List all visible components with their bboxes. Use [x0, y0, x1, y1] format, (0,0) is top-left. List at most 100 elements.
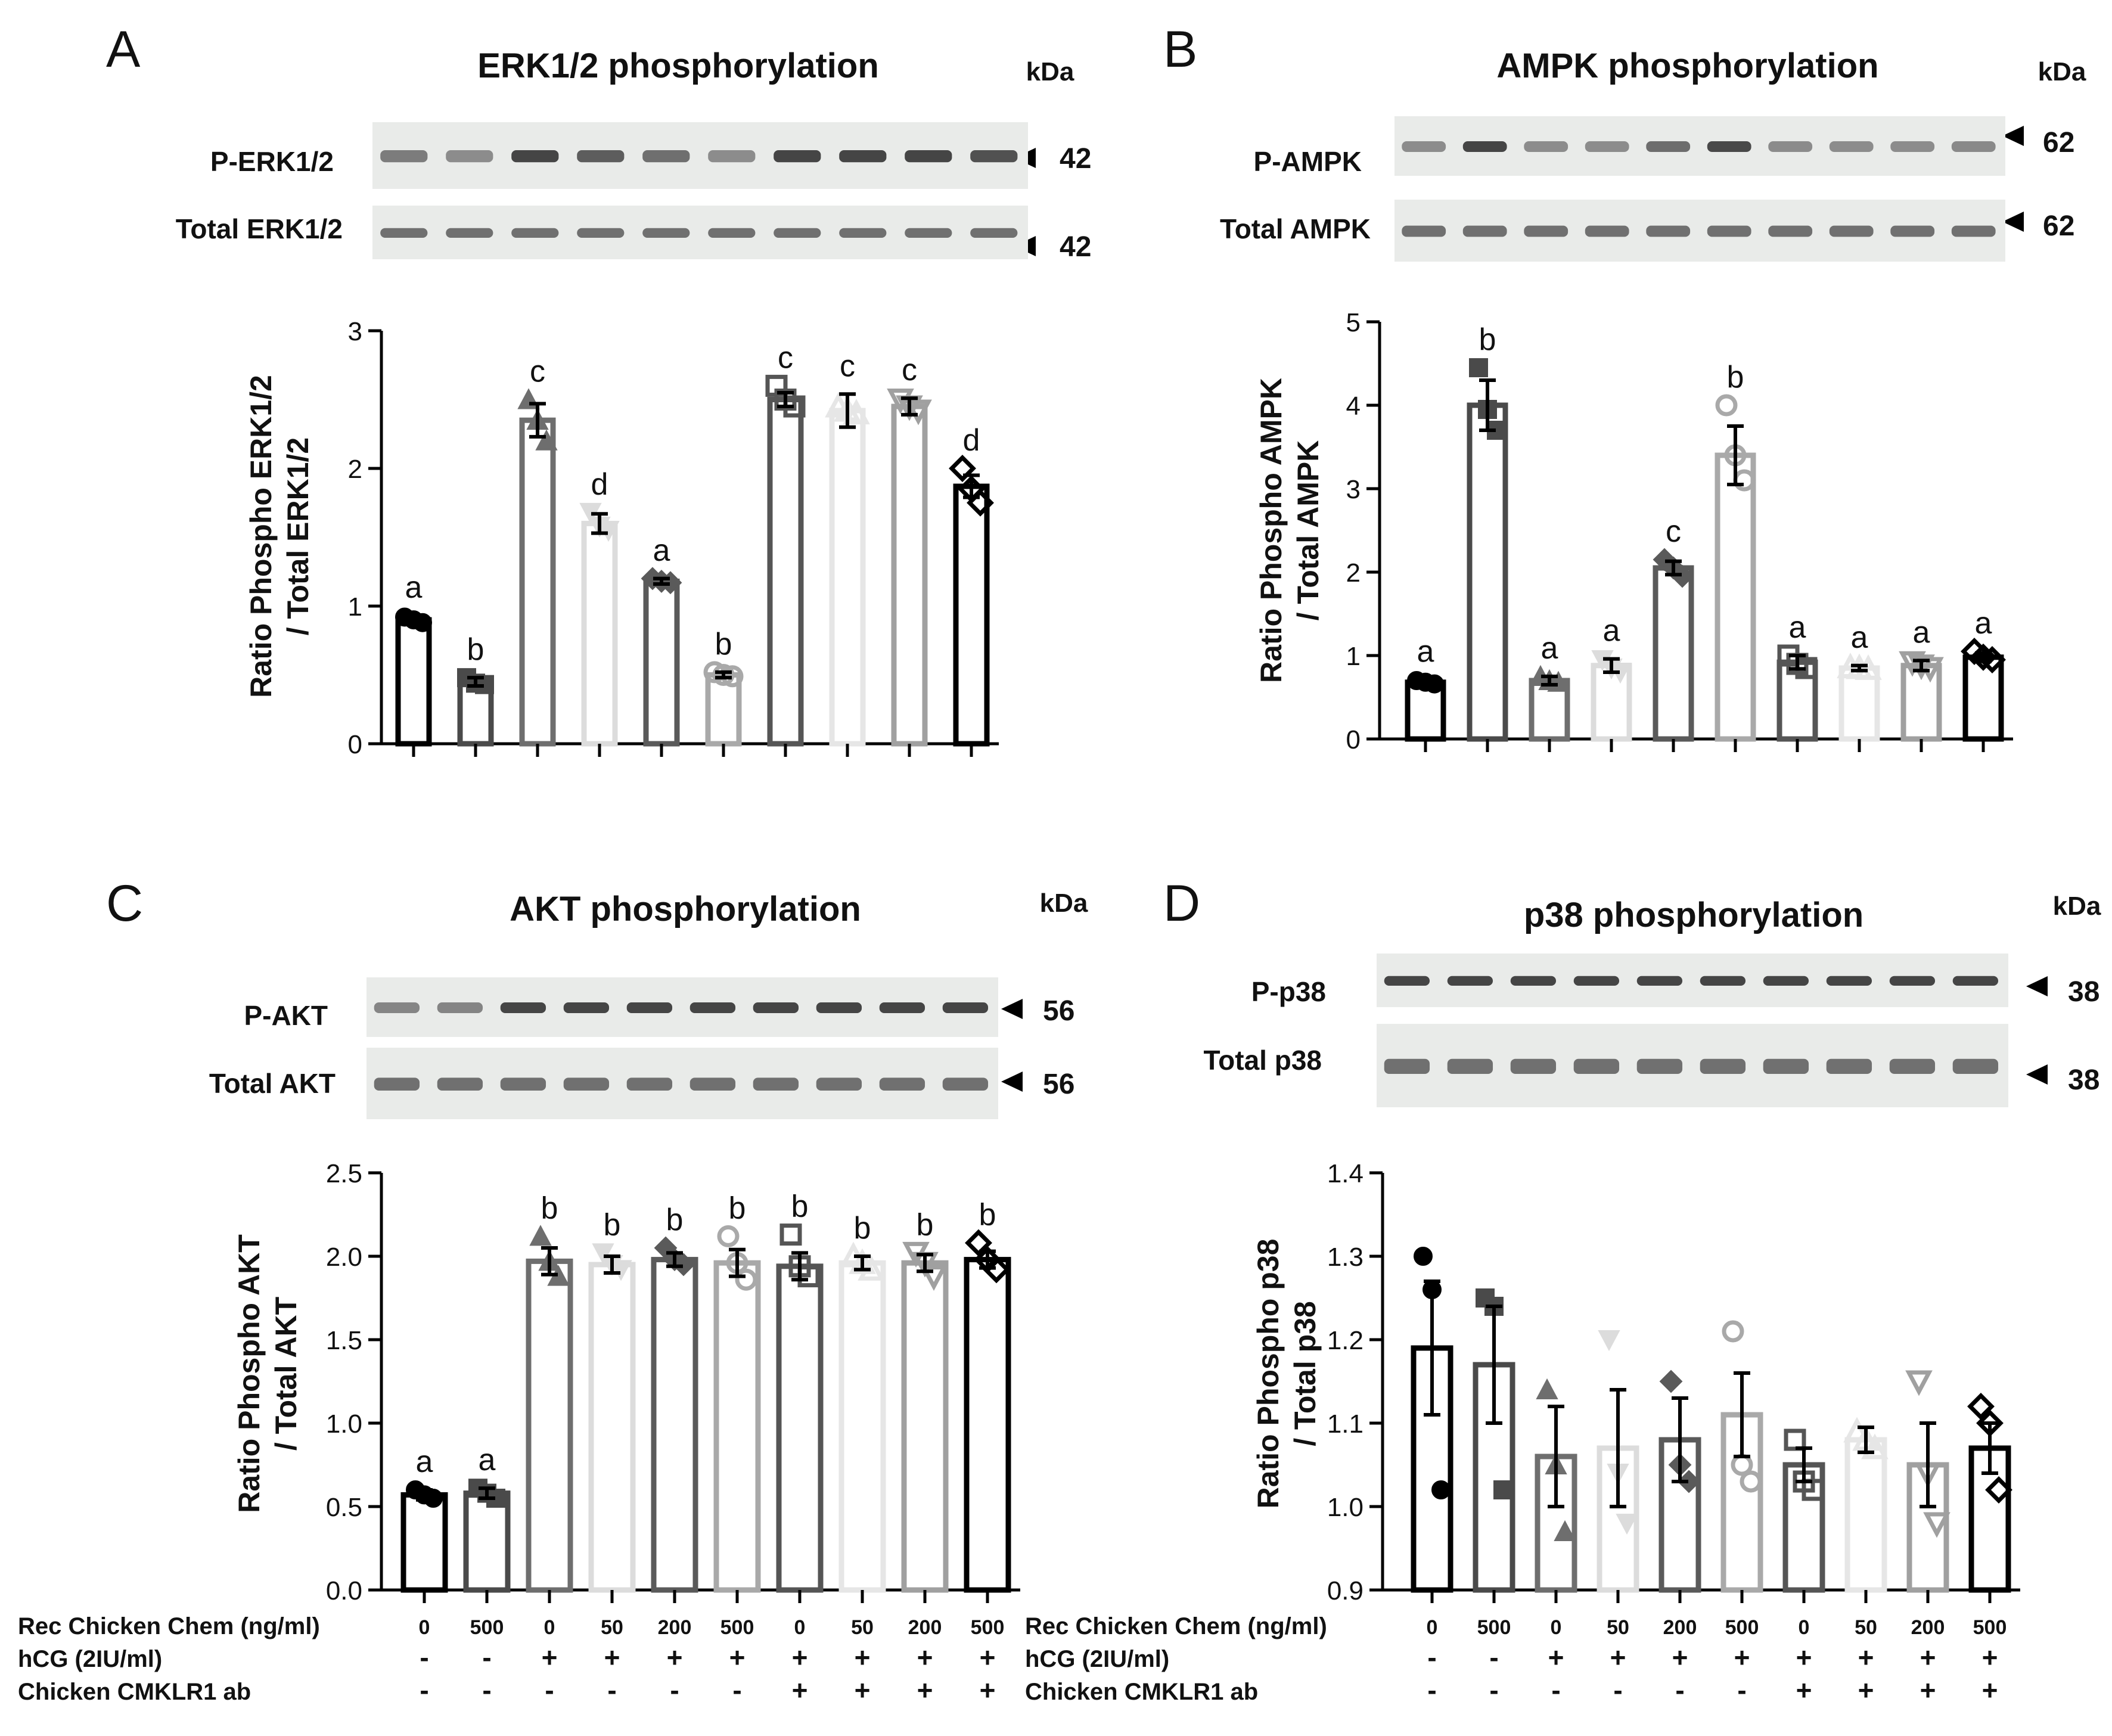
panel-a-blot-label-phospho: P-ERK1/2: [210, 146, 334, 177]
panel-d-blot-phospho-band: [1889, 976, 1936, 986]
panel-d-condition-cell: +: [1982, 1642, 1998, 1673]
panel-b-arrow-phospho: [2002, 126, 2024, 146]
panel-d-arrow-total: [2026, 1064, 2048, 1085]
panel-c-significance-letter: b: [541, 1191, 558, 1225]
panel-c-condition-cell: -: [670, 1675, 679, 1706]
panel-b-y-label-line1: Ratio Phospho AMPK: [1254, 378, 1288, 683]
panel-c-condition-cell: +: [855, 1675, 871, 1706]
panel-a-kda-total: 42: [1060, 231, 1091, 263]
panel-c-condition-cell: -: [732, 1675, 741, 1706]
panel-d-kda-label: kDa: [2053, 892, 2101, 921]
panel-b-kda-phospho: 62: [2043, 127, 2074, 159]
panel-c-y-label-line1: Ratio Phospho AKT: [232, 1234, 266, 1513]
panel-a-blot-phospho-band: [774, 150, 821, 163]
panel-c-blot-phospho-band: [816, 1002, 862, 1013]
panel-b-bar: [1467, 402, 1508, 742]
panel-d-bar: [1968, 1445, 2011, 1593]
panel-c-bar: [838, 1260, 886, 1593]
panel-a-blot-phospho-band: [642, 150, 690, 163]
panel-d-condition-cell: 0: [1799, 1616, 1810, 1639]
panel-d-blot-total-band: [1700, 1058, 1746, 1074]
panel-b-y-tick-label: 0: [1346, 725, 1361, 754]
panel-a-blot-total-band: [380, 228, 428, 238]
panel-c-condition-cell: +: [917, 1642, 933, 1673]
panel-d-data-point: [1431, 1480, 1451, 1499]
panel-c-condition-cell: 0: [794, 1616, 806, 1639]
panel-c-y-tick-label: 1.0: [326, 1409, 362, 1439]
panel-c-blot-phospho-band: [563, 1002, 610, 1013]
panel-c-condition-cell: 50: [851, 1616, 874, 1639]
panel-b-blot-phospho-band: [1829, 141, 1874, 152]
panel-c-condition-cell: 0: [544, 1616, 555, 1639]
panel-d-blot-phospho-band: [1763, 976, 1809, 986]
panel-c-condition-row-label: hCG (2IU/ml): [18, 1646, 162, 1672]
panel-d-blot-label-total: Total p38: [1203, 1045, 1322, 1076]
panel-d-blot-phospho-band: [1447, 976, 1493, 986]
panel-c-arrow-phospho: [1001, 999, 1023, 1019]
panel-b-y-label-line2: / Total AMPK: [1291, 440, 1325, 621]
panel-d-data-point: [1598, 1330, 1620, 1352]
panel-c-bar: [901, 1260, 949, 1593]
panel-a-y-tick-label: 3: [348, 317, 362, 346]
panel-c-condition-cell: +: [792, 1642, 808, 1673]
panel-b-blot-phospho-band: [1707, 141, 1751, 152]
panel-c-blot-total-band: [689, 1077, 736, 1091]
panel-c-data-point: [965, 1229, 992, 1257]
panel-b-blot-label-total: Total AMPK: [1220, 213, 1371, 244]
panel-a-blot-total-band: [970, 228, 1018, 238]
panel-d-blot-total-band: [1447, 1058, 1493, 1074]
panel-a-title: ERK1/2 phosphorylation: [477, 46, 879, 85]
panel-c-kda-label: kDa: [1040, 889, 1088, 918]
panel-c-bar: [713, 1260, 761, 1593]
panel-a-significance-letter: a: [653, 533, 670, 568]
panel-b-blot-phospho-band: [1890, 141, 1935, 152]
panel-c-condition-cell: +: [604, 1642, 620, 1673]
panel-a-blot-total-band: [708, 228, 756, 238]
panel-c-data-point: [592, 1243, 614, 1265]
panel-a-kda-label: kDa: [1026, 57, 1074, 86]
panel-c-blot-total-band: [753, 1077, 799, 1091]
panel-letter-c: C: [106, 875, 143, 932]
panel-a-significance-letter: d: [591, 467, 608, 502]
panel-b-kda-label: kDa: [2038, 57, 2086, 86]
panel-d-data-point: [1616, 1514, 1638, 1535]
panel-c-kda-total: 56: [1043, 1069, 1074, 1100]
panel-b-bar: [1653, 565, 1694, 742]
panel-c-condition-cell: 500: [720, 1616, 754, 1639]
panel-a-blot-total-band: [577, 228, 625, 238]
panel-c-blot-phospho-band: [942, 1002, 989, 1013]
panel-c-bar: [526, 1258, 573, 1593]
panel-c-condition-cell: +: [667, 1642, 683, 1673]
panel-a-blot-total-band: [446, 228, 493, 238]
panel-c-y-tick-label: 2.0: [326, 1243, 362, 1272]
panel-c-significance-letter: b: [854, 1211, 871, 1246]
panel-a-significance-letter: d: [963, 423, 980, 458]
panel-d-data-point: [1802, 1479, 1824, 1501]
panel-c-condition-cell: +: [980, 1642, 996, 1673]
panel-c-blot-phospho-band: [500, 1002, 546, 1013]
panel-a-y-tick-label: 0: [348, 730, 362, 759]
panel-a-data-point: [517, 388, 540, 409]
panel-b-significance-letter: a: [1913, 615, 1930, 650]
panel-c-condition-cell: -: [482, 1642, 491, 1673]
panel-c-condition-cell: 200: [658, 1616, 692, 1639]
panel-d-condition-cell: 50: [1607, 1616, 1629, 1639]
panel-d-y-tick-label: 1.2: [1327, 1326, 1364, 1355]
panel-d-condition-cell: -: [1427, 1642, 1436, 1673]
panel-d-condition-cell: -: [1551, 1675, 1560, 1706]
panel-a-significance-letter: c: [778, 340, 793, 375]
panel-a-significance-letter: a: [405, 570, 423, 605]
panel-d-blot-total-band: [1573, 1058, 1620, 1074]
panel-c-condition-cell: +: [729, 1642, 746, 1673]
panel-d-condition-cell: -: [1613, 1675, 1622, 1706]
panel-a-bar: [829, 408, 866, 747]
panel-d-data-point: [1740, 1470, 1762, 1493]
panel-b-blot-phospho-band: [1402, 141, 1446, 152]
panel-a-blot-total-band: [511, 228, 559, 238]
panel-d-condition-row-label: Rec Chicken Chem (ng/ml): [1025, 1613, 1327, 1639]
panel-c-condition-cell: +: [542, 1642, 558, 1673]
panel-b-blot-total-band: [1890, 225, 1935, 237]
panel-b-significance-letter: c: [1666, 514, 1681, 549]
panel-b-y-tick-label: 5: [1346, 308, 1361, 337]
panel-c-condition-cell: 500: [470, 1616, 504, 1639]
